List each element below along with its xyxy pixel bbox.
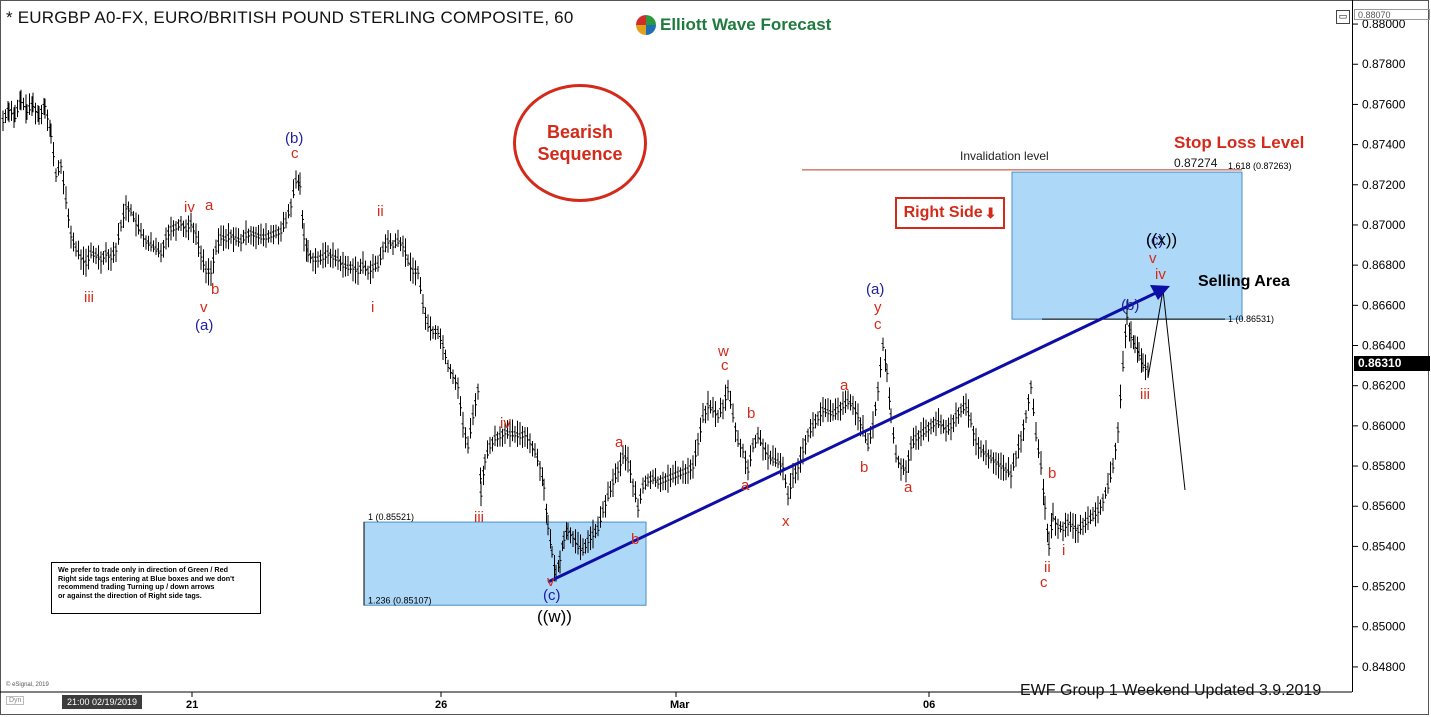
y-tick-label: 0.86600 bbox=[1362, 298, 1406, 312]
wave-label: (b) bbox=[1121, 297, 1139, 314]
price-bars bbox=[1, 89, 1150, 582]
wave-label: iii bbox=[1140, 386, 1150, 403]
wave-label: a bbox=[840, 377, 849, 394]
wave-label: y bbox=[874, 299, 882, 316]
wave-label: ((w)) bbox=[537, 607, 572, 626]
wave-label: v bbox=[547, 573, 555, 590]
wave-label: c bbox=[291, 145, 299, 162]
y-tick-label: 0.87400 bbox=[1362, 138, 1406, 152]
trend-arrow-line bbox=[547, 288, 1163, 584]
y-tick-label: 0.87600 bbox=[1362, 97, 1406, 111]
wave-label: i bbox=[371, 299, 374, 316]
wave-label: (c) bbox=[543, 587, 561, 604]
x-tick-label: 26 bbox=[435, 699, 447, 711]
chart-title: * EURGBP A0-FX, EURO/BRITISH POUND STERL… bbox=[6, 8, 574, 27]
y-tick-label: 0.85200 bbox=[1362, 580, 1406, 594]
window-restore-icon[interactable]: ▭ bbox=[1336, 10, 1350, 24]
wave-label: a bbox=[741, 477, 750, 494]
wave-label: v bbox=[1149, 250, 1157, 267]
wave-label: (a) bbox=[195, 317, 213, 334]
wave-label: ii bbox=[1044, 559, 1051, 576]
invalidation-value: 0.87274 bbox=[1174, 156, 1218, 170]
y-tick-label: 0.84800 bbox=[1362, 660, 1406, 674]
x-tick-label: 06 bbox=[923, 699, 935, 711]
y-tick-label: 0.85400 bbox=[1362, 539, 1406, 553]
wave-label: b bbox=[747, 405, 755, 422]
current-price-tag: 0.86310 bbox=[1354, 356, 1430, 371]
wave-label: a bbox=[615, 434, 624, 451]
wave-label: (a) bbox=[866, 281, 884, 298]
y-tick-label: 0.87200 bbox=[1362, 178, 1406, 192]
support-box-top-label: 1 (0.85521) bbox=[368, 512, 414, 522]
note-line-4: or against the direction of Right side t… bbox=[58, 591, 202, 601]
wave-label: c bbox=[874, 316, 882, 333]
x-tick-label: Mar bbox=[670, 699, 690, 711]
projection-path bbox=[1147, 289, 1186, 491]
y-tick-label: 0.88000 bbox=[1362, 17, 1406, 31]
wave-label: (c) bbox=[1146, 232, 1164, 249]
top-price-tag: 0.88070 bbox=[1354, 9, 1430, 20]
wave-label: iii bbox=[474, 509, 484, 526]
brand-logo-icon bbox=[636, 15, 656, 35]
y-tick-label: 0.86000 bbox=[1362, 419, 1406, 433]
footer-update: EWF Group 1 Weekend Updated 3.9.2019 bbox=[1020, 682, 1322, 699]
dyn-toggle[interactable]: Dyn bbox=[6, 696, 25, 705]
selling-area-label: Selling Area bbox=[1198, 273, 1290, 290]
brand-name: Elliott Wave Forecast bbox=[660, 15, 832, 34]
wave-label: b bbox=[1048, 465, 1056, 482]
wave-label: i bbox=[1062, 542, 1065, 559]
wave-label: w bbox=[717, 343, 729, 360]
wave-label: iv bbox=[184, 199, 195, 216]
wave-label: a bbox=[205, 197, 214, 214]
badge-line-1: Bearish bbox=[546, 122, 614, 142]
bearish-sequence-badge: Bearish Sequence bbox=[513, 84, 647, 202]
wave-label: x bbox=[782, 513, 790, 530]
wave-label: c bbox=[1040, 574, 1048, 591]
wave-label: iii bbox=[84, 289, 94, 306]
plot-area[interactable] bbox=[0, 0, 1353, 692]
y-tick-label: 0.86800 bbox=[1362, 258, 1406, 272]
wave-label: b bbox=[860, 459, 868, 476]
y-tick-label: 0.87000 bbox=[1362, 218, 1406, 232]
wave-label: (b) bbox=[285, 130, 303, 147]
wave-label: iv bbox=[500, 415, 511, 432]
y-tick-label: 0.85800 bbox=[1362, 459, 1406, 473]
support-box bbox=[363, 521, 647, 606]
wave-label: ii bbox=[377, 203, 384, 220]
y-tick-label: 0.86200 bbox=[1362, 379, 1406, 393]
note-line-2: Right side tags entering at Blue boxes a… bbox=[58, 573, 235, 583]
selling-box-bottom-label: 1 (0.86531) bbox=[1228, 314, 1274, 324]
selling-box-top-label: 1.618 (0.87263) bbox=[1228, 161, 1292, 171]
y-tick-label: 0.85000 bbox=[1362, 620, 1406, 634]
y-tick-label: 0.85600 bbox=[1362, 499, 1406, 513]
down-arrow-icon: ⬇ bbox=[984, 204, 997, 221]
stop-loss-label: Stop Loss Level bbox=[1174, 133, 1304, 152]
wave-label: a bbox=[904, 479, 913, 496]
wave-label: v bbox=[200, 299, 208, 316]
invalidation-label: Invalidation level bbox=[960, 149, 1049, 163]
badge-line-2: Sequence bbox=[537, 144, 623, 164]
trend-arrowhead-icon bbox=[1150, 285, 1170, 300]
brand: Elliott Wave Forecast bbox=[636, 12, 831, 38]
note-line-3: recommend trading Turning up / down arro… bbox=[58, 582, 215, 592]
wave-label: iv bbox=[1155, 266, 1166, 283]
right-side-label: Right Side bbox=[903, 204, 983, 221]
y-tick-label: 0.87800 bbox=[1362, 57, 1406, 71]
note-line-1: We prefer to trade only in direction of … bbox=[58, 565, 228, 574]
support-box-bottom-label: 1.236 (0.85107) bbox=[368, 595, 432, 605]
cursor-date: 21:00 02/19/2019 bbox=[62, 695, 142, 709]
copyright: © eSignal, 2019 bbox=[6, 682, 49, 688]
wave-label: c bbox=[721, 357, 729, 374]
selling-box bbox=[1011, 171, 1243, 320]
x-tick-label: 21 bbox=[186, 699, 198, 711]
trading-note: We prefer to trade only in direction of … bbox=[51, 562, 261, 614]
right-side-tag: Right Side ⬇ bbox=[895, 197, 1005, 229]
wave-label: b bbox=[631, 531, 639, 548]
wave-label: b bbox=[211, 281, 219, 298]
y-tick-label: 0.86400 bbox=[1362, 338, 1406, 352]
wave-label: ((x)) bbox=[1146, 230, 1177, 249]
